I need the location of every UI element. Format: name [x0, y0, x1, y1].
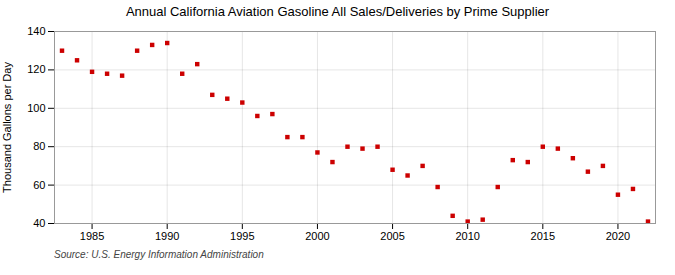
svg-text:2000: 2000 [305, 230, 329, 242]
svg-text:2005: 2005 [380, 230, 404, 242]
svg-text:1990: 1990 [155, 230, 179, 242]
svg-text:120: 120 [27, 63, 45, 75]
svg-text:2015: 2015 [531, 230, 555, 242]
svg-text:2020: 2020 [606, 230, 630, 242]
svg-text:140: 140 [27, 25, 45, 37]
svg-text:80: 80 [33, 140, 45, 152]
svg-text:40: 40 [33, 217, 45, 229]
svg-text:1985: 1985 [80, 230, 104, 242]
svg-text:100: 100 [27, 102, 45, 114]
svg-text:Thousand Gallons per Day: Thousand Gallons per Day [1, 62, 13, 193]
html-text:Annual California Aviation Gas: Annual California Aviation Gasoline All … [125, 4, 550, 19]
svg-text:1995: 1995 [230, 230, 254, 242]
html-text:Source: U.S. Energy Informatio: Source: U.S. Energy Information Administ… [54, 249, 264, 260]
svg-text:2010: 2010 [455, 230, 479, 242]
svg-text:60: 60 [33, 179, 45, 191]
